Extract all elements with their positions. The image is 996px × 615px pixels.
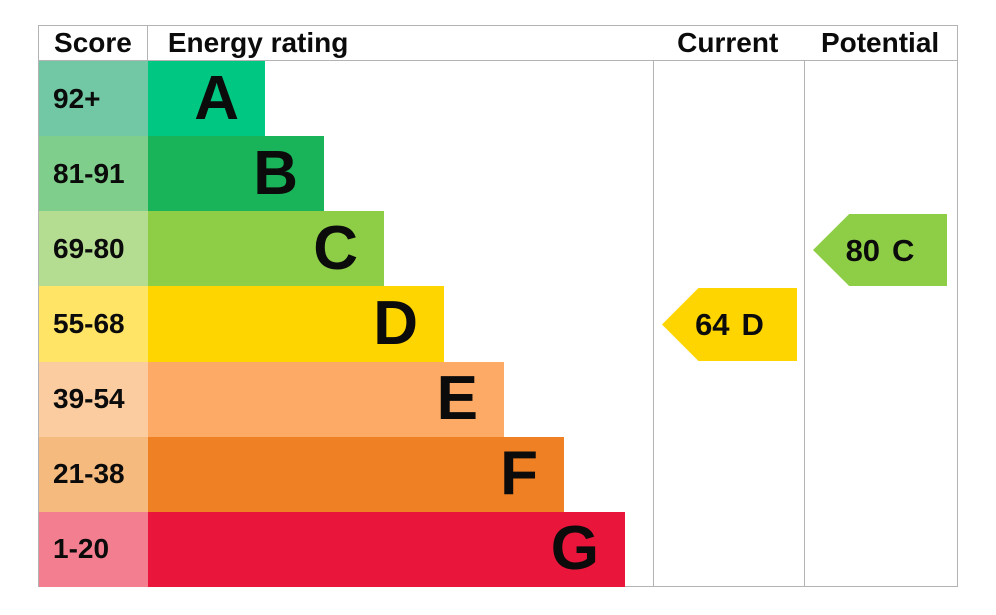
band-row-E: 39-54 E: [39, 361, 957, 437]
current-rating-letter: D: [741, 307, 764, 342]
score-range-A: 92+: [39, 61, 148, 137]
band-row-F: 21-38 F: [39, 436, 957, 512]
header-potential: Potential: [820, 27, 940, 58]
potential-rating-letter: C: [892, 232, 915, 268]
band-row-D: 55-68 D: [39, 286, 957, 362]
rating-bar-F: F: [148, 436, 564, 512]
score-range-C: 69-80: [39, 211, 148, 287]
score-range-F: 21-38: [39, 436, 148, 512]
rating-bar-B: B: [148, 136, 324, 212]
rating-bar-D: D: [148, 286, 444, 362]
potential-rating-value: 80: [845, 232, 881, 268]
score-range-D: 55-68: [39, 286, 148, 362]
band-row-B: 81-91 B: [39, 136, 957, 212]
epc-table: Score Energy rating Current Potential 92…: [38, 25, 958, 587]
band-row-A: 92+ A: [39, 61, 957, 137]
current-rating-value: 64: [695, 307, 730, 342]
header-score: Score: [39, 26, 148, 60]
rating-bar-A: A: [148, 61, 265, 137]
header-energy-rating: Energy rating: [167, 27, 349, 58]
score-range-B: 81-91: [39, 136, 148, 212]
score-range-E: 39-54: [39, 361, 148, 437]
current-column-divider: [653, 26, 654, 586]
rating-bar-E: E: [148, 361, 504, 437]
table-header: Score Energy rating Current Potential: [39, 26, 957, 61]
band-row-G: 1-20 G: [39, 511, 957, 587]
rating-bar-G: G: [148, 511, 625, 587]
rating-bands: 92+ A 81-91 B 69-80 C 55-68 D 39-54 E 21-38 F 1-20 G: [39, 61, 957, 587]
score-range-G: 1-20: [39, 511, 148, 587]
potential-column-divider: [804, 26, 805, 586]
band-row-C: 69-80 C: [39, 211, 957, 287]
header-current: Current: [677, 27, 779, 58]
rating-bar-C: C: [148, 211, 384, 287]
